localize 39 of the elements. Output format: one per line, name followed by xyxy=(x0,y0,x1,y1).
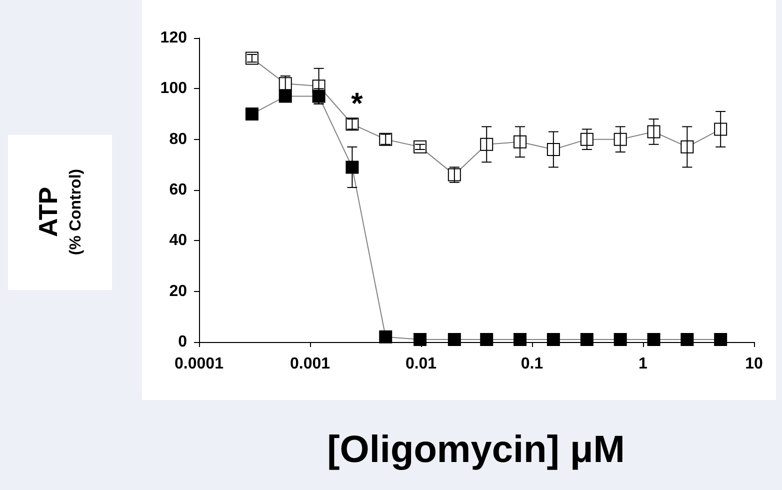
point xyxy=(448,332,461,346)
point xyxy=(278,90,292,103)
point xyxy=(414,332,427,346)
point xyxy=(245,108,258,120)
point xyxy=(480,332,494,346)
point xyxy=(379,330,392,344)
annotation: * xyxy=(351,88,364,120)
y-tick-label: 40 xyxy=(169,232,188,250)
point xyxy=(346,160,359,174)
y-tick-label: 60 xyxy=(169,182,188,198)
text: (% Control) xyxy=(68,168,84,256)
point xyxy=(580,132,594,146)
x-tick-label: 1 xyxy=(638,356,648,372)
y-tick-label: 0 xyxy=(178,334,188,350)
y-tick-label: 100 xyxy=(160,80,188,98)
point xyxy=(714,122,728,136)
x-tick-label: 0.1 xyxy=(520,356,544,372)
y-axis-title: ATP xyxy=(33,186,63,238)
x-tick-label: 0.0001 xyxy=(174,356,224,372)
x-tick-label: 0.001 xyxy=(290,356,330,372)
x-tick-label: 10 xyxy=(745,356,763,372)
y-tick-label: 120 xyxy=(160,30,188,46)
point xyxy=(546,332,560,346)
y-tick-label: 80 xyxy=(169,130,188,148)
point xyxy=(680,332,694,346)
point xyxy=(680,140,694,154)
point xyxy=(614,132,627,146)
point xyxy=(714,332,728,346)
y-tick-label: 20 xyxy=(169,282,188,300)
point xyxy=(546,142,560,156)
point xyxy=(480,138,494,151)
point xyxy=(514,332,527,346)
x-tick-label: 0.01 xyxy=(405,356,437,372)
point xyxy=(614,332,627,346)
point xyxy=(580,332,594,346)
point xyxy=(647,332,660,346)
x-axis-title: [Oligomycin] μM xyxy=(327,429,625,471)
point xyxy=(514,135,527,148)
point xyxy=(647,125,660,138)
